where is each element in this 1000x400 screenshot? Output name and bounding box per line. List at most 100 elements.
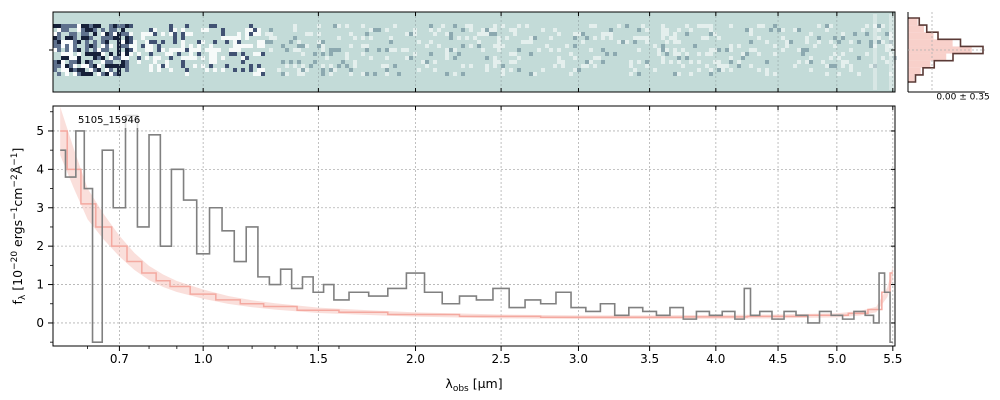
x-tick-label: 4.5 (768, 352, 787, 366)
spec2d-cell (137, 56, 141, 60)
spec2d-cell (153, 56, 157, 60)
spec2d-cell (517, 68, 521, 72)
spec2d-cell (345, 64, 349, 68)
spec2d-cell (365, 44, 369, 48)
spec2d-cell (173, 48, 177, 52)
spec2d-cell (497, 48, 501, 52)
spec2d-cell (709, 72, 713, 76)
spec2d-cell (637, 60, 641, 64)
spec2d-cell (465, 24, 469, 28)
spec2d-cell (169, 28, 173, 32)
spec2d-cell (453, 24, 457, 28)
spec2d-cell (241, 52, 245, 56)
spec2d-cell (737, 64, 741, 68)
spec2d-cell (745, 28, 749, 32)
spec2d-cell (321, 64, 325, 68)
spec2d-cell (221, 36, 225, 40)
spec2d-cell (213, 68, 217, 72)
spec2d-cell (125, 36, 129, 40)
spec2d-cell (69, 40, 73, 44)
spec2d-cell (809, 60, 813, 64)
x-tick-label: 1.0 (194, 352, 213, 366)
spec2d-cell (429, 40, 433, 44)
spec2d-cell (117, 36, 121, 40)
spec2d-cell (61, 28, 65, 32)
spec2d-cell (549, 48, 553, 52)
spec2d-cell (173, 36, 177, 40)
spec2d-cell (309, 32, 313, 36)
spec2d-cell (317, 32, 321, 36)
spec2d-cell (773, 24, 777, 28)
spec2d-cell (717, 60, 721, 64)
spec2d-cell (89, 24, 93, 28)
spec2d-cell (97, 64, 101, 68)
spec2d-cell (581, 64, 585, 68)
spec2d-cell (97, 48, 101, 52)
spec2d-cell (885, 60, 889, 64)
y-tick-label: 0 (36, 316, 44, 330)
spec2d-cell (173, 40, 177, 44)
hist-bar (908, 74, 915, 82)
spec2d-cell (301, 68, 305, 72)
spec2d-cell (105, 40, 109, 44)
spec2d-cell (269, 48, 273, 52)
spec2d-cell (661, 60, 665, 64)
spec2d-cell (829, 24, 833, 28)
spec2d-cell (125, 24, 129, 28)
spec2d-cell (361, 24, 365, 28)
spec2d-cell (109, 64, 113, 68)
spec2d-cell (657, 52, 661, 56)
hist-bar (908, 39, 953, 47)
spec2d-cell (77, 60, 81, 64)
spec2d-cell (109, 28, 113, 32)
spec2d-cell (65, 28, 69, 32)
spec2d-cell (53, 44, 57, 48)
spec2d-cell (377, 48, 381, 52)
spec2d-cell (697, 52, 701, 56)
spec2d-cell (409, 32, 413, 36)
spec2d-cell (189, 32, 193, 36)
spec2d-cell (405, 32, 409, 36)
spec2d-cell (673, 48, 677, 52)
spec2d-cell (573, 36, 577, 40)
spec2d-cell (97, 52, 101, 56)
spec2d-cell (109, 52, 113, 56)
spec2d-cell (713, 48, 717, 52)
spec2d-cell (737, 44, 741, 48)
spec2d-cell (309, 64, 313, 68)
spec2d-cell (797, 28, 801, 32)
spec2d-cell (141, 36, 145, 40)
spec2d-cell (741, 52, 745, 56)
spec2d-cell (413, 52, 417, 56)
spec2d-cell (265, 32, 269, 36)
spec2d-cell (65, 44, 69, 48)
spec2d-cell (101, 72, 105, 76)
spec2d-cell (577, 32, 581, 36)
spec2d-cell (65, 64, 69, 68)
spec2d-cell (65, 56, 69, 60)
spec2d-cell (265, 40, 269, 44)
spec2d-cell (645, 64, 649, 68)
spec1d-yticks: 0 1 2 3 4 5 (36, 111, 895, 343)
spec2d-cell (253, 32, 257, 36)
spec2d-cell (665, 48, 669, 52)
spec2d-cell (117, 48, 121, 52)
spec2d-cell (261, 72, 265, 76)
spec2d-cell (269, 28, 273, 32)
spec2d-cell (125, 64, 129, 68)
spec2d-cell (337, 64, 341, 68)
spec2d-cell (65, 40, 69, 44)
spec2d-cell (213, 40, 217, 44)
spec2d-cell (69, 60, 73, 64)
spec2d-cell (645, 36, 649, 40)
spec2d-cell (161, 48, 165, 52)
spec2d-cell (601, 36, 605, 40)
spec2d-cell (257, 52, 261, 56)
spec2d-cell (493, 60, 497, 64)
spec2d-cell (297, 48, 301, 52)
spec2d-cell (873, 44, 877, 48)
spec2d-cell (685, 24, 689, 28)
spec2d-cell (849, 40, 853, 44)
spec2d-cell (61, 68, 65, 72)
spec2d-cell (281, 72, 285, 76)
